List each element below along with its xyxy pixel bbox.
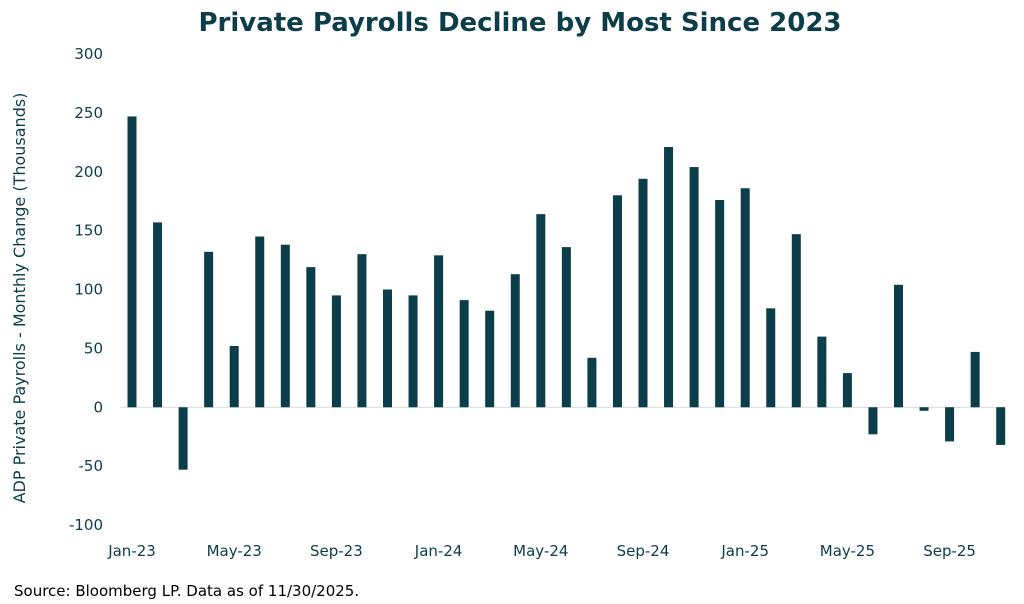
x-tick-label: Sep-25 bbox=[923, 542, 976, 560]
bar-jun-23 bbox=[255, 236, 265, 408]
x-tick-label: May-24 bbox=[513, 542, 568, 560]
bar-apr-24 bbox=[510, 274, 520, 408]
y-axis-ticks: 300 250 200 150 100 50 0 -50 -100 bbox=[69, 45, 103, 534]
bar-may-23 bbox=[229, 346, 239, 408]
x-axis-ticks: Jan-23 May-23 Sep-23 Jan-24 May-24 Sep-24 Jan-… bbox=[107, 542, 976, 560]
source-note: Source: Bloomberg LP. Data as of 11/30/2… bbox=[14, 582, 359, 600]
bar-jul-24 bbox=[587, 357, 597, 408]
x-tick-label: Sep-23 bbox=[310, 542, 363, 560]
x-tick-label: May-23 bbox=[207, 542, 262, 560]
bar-jul-23 bbox=[280, 244, 290, 408]
y-tick-label: 150 bbox=[74, 222, 103, 240]
bar-feb-25 bbox=[766, 308, 776, 408]
bar-aug-23 bbox=[306, 267, 316, 408]
bar-mar-23 bbox=[178, 407, 188, 470]
x-tick-label: May-25 bbox=[820, 542, 875, 560]
y-tick-label: 250 bbox=[74, 104, 103, 122]
bar-oct-25 bbox=[970, 351, 980, 408]
bar-feb-24 bbox=[459, 300, 469, 408]
bars bbox=[127, 116, 1006, 470]
bar-apr-25 bbox=[817, 336, 827, 408]
bar-jan-25 bbox=[740, 188, 750, 408]
y-tick-label: 100 bbox=[74, 281, 103, 299]
bar-jun-24 bbox=[561, 247, 571, 408]
bar-nov-25 bbox=[996, 407, 1006, 445]
y-tick-label: 200 bbox=[74, 163, 103, 181]
y-tick-label: -50 bbox=[79, 457, 104, 475]
bar-may-24 bbox=[536, 214, 546, 408]
bar-mar-25 bbox=[791, 234, 801, 408]
bar-sep-23 bbox=[331, 295, 341, 408]
bar-dec-23 bbox=[408, 295, 418, 408]
y-axis-label: ADP Private Payrolls - Monthly Change (T… bbox=[10, 93, 29, 504]
y-tick-label: 300 bbox=[74, 45, 103, 63]
chart-title: Private Payrolls Decline by Most Since 2… bbox=[198, 8, 841, 38]
y-tick-label: -100 bbox=[69, 516, 103, 534]
bar-dec-24 bbox=[715, 200, 725, 408]
bar-jan-23 bbox=[127, 116, 137, 408]
bar-sep-25 bbox=[945, 407, 955, 442]
bar-jan-24 bbox=[434, 255, 444, 408]
bar-aug-24 bbox=[612, 195, 622, 408]
bar-aug-25 bbox=[919, 407, 929, 411]
bar-nov-24 bbox=[689, 167, 699, 408]
bar-jun-25 bbox=[868, 407, 878, 435]
x-tick-label: Sep-24 bbox=[617, 542, 670, 560]
bar-apr-23 bbox=[204, 251, 214, 408]
x-tick-label: Jan-25 bbox=[720, 542, 769, 560]
bar-oct-24 bbox=[664, 147, 674, 408]
bar-may-25 bbox=[842, 373, 852, 408]
x-tick-label: Jan-23 bbox=[107, 542, 156, 560]
bar-mar-24 bbox=[485, 310, 495, 408]
bar-nov-23 bbox=[383, 289, 392, 408]
y-tick-label: 50 bbox=[84, 339, 103, 357]
y-tick-label: 0 bbox=[93, 398, 103, 416]
x-tick-label: Jan-24 bbox=[414, 542, 463, 560]
bar-sep-24 bbox=[638, 178, 648, 408]
bar-feb-23 bbox=[153, 222, 163, 408]
bar-oct-23 bbox=[357, 254, 367, 408]
bar-jul-25 bbox=[894, 284, 903, 408]
